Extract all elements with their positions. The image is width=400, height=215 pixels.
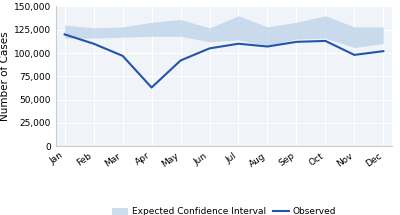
Observed <box>352 54 357 56</box>
Line: Observed: Observed <box>65 34 383 88</box>
Y-axis label: Number of Cases: Number of Cases <box>0 32 10 121</box>
Observed <box>207 47 212 50</box>
Observed <box>294 41 299 43</box>
Observed <box>236 42 241 45</box>
Observed <box>381 50 386 52</box>
Observed <box>62 33 67 36</box>
Observed <box>323 40 328 42</box>
Observed <box>178 59 183 62</box>
Observed <box>120 55 125 57</box>
Observed <box>91 42 96 45</box>
Legend: Expected Confidence Interval, Observed: Expected Confidence Interval, Observed <box>108 204 340 215</box>
Observed <box>265 45 270 48</box>
Observed <box>149 86 154 89</box>
